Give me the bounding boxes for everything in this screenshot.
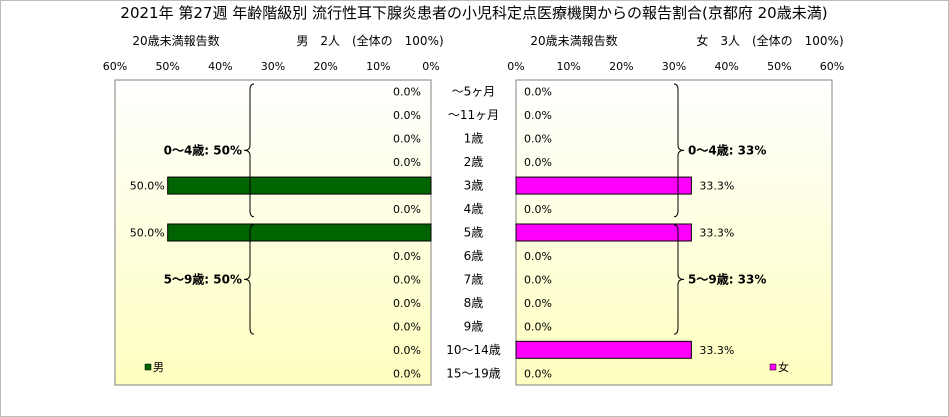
category-label: 8歳 <box>464 296 484 310</box>
x-tick-left: 30% <box>261 60 285 73</box>
value-label-male: 0.0% <box>393 297 421 310</box>
bar-female <box>515 176 692 195</box>
x-tick-left: 60% <box>103 60 127 73</box>
age-group-label: 5～9歳: 50% <box>164 271 242 286</box>
value-label-female: 0.0% <box>524 297 552 310</box>
age-group-brace <box>673 83 685 218</box>
male-total-label: 男 2人 (全体の 100%) <box>296 33 443 48</box>
value-label-female: 33.3% <box>699 180 734 193</box>
age-group-label: 0～4歳: 50% <box>164 142 242 157</box>
value-label-male: 0.0% <box>393 320 421 333</box>
value-label-male: 0.0% <box>393 203 421 216</box>
value-label-male: 0.0% <box>393 109 421 122</box>
value-label-male: 0.0% <box>393 86 421 99</box>
category-label: ～11ヶ月 <box>448 108 499 122</box>
x-tick-left: 10% <box>366 60 390 73</box>
x-tick-left: 20% <box>313 60 337 73</box>
x-tick-right: 0% <box>507 60 524 73</box>
category-label: 1歳 <box>464 132 484 146</box>
category-label: ～5ヶ月 <box>452 85 496 99</box>
legend-swatch-female <box>769 363 777 371</box>
value-label-male: 0.0% <box>393 133 421 146</box>
x-tick-right: 20% <box>609 60 633 73</box>
value-label-female: 0.0% <box>524 273 552 286</box>
category-label: 5歳 <box>464 226 484 240</box>
x-tick-left: 0% <box>422 60 439 73</box>
legend-label-female: 女 <box>778 360 789 374</box>
value-label-male: 50.0% <box>130 180 165 193</box>
x-tick-right: 60% <box>820 60 844 73</box>
category-label: 4歳 <box>464 202 484 216</box>
category-label: 15～19歳 <box>446 366 501 380</box>
value-label-female: 0.0% <box>524 250 552 263</box>
female-axis-label: 20歳未満報告数 <box>530 33 617 48</box>
age-group-brace <box>673 224 685 335</box>
legend-swatch-male <box>144 363 152 371</box>
bar-female <box>515 223 692 242</box>
legend-label-male: 男 <box>153 361 164 374</box>
value-label-male: 0.0% <box>393 250 421 263</box>
x-tick-right: 50% <box>767 60 791 73</box>
x-tick-right: 30% <box>662 60 686 73</box>
bar-female <box>515 340 692 359</box>
value-label-female: 0.0% <box>524 367 552 380</box>
male-axis-label: 20歳未満報告数 <box>132 33 219 48</box>
age-group-label: 5～9歳: 33% <box>688 271 766 286</box>
value-label-female: 0.0% <box>524 109 552 122</box>
chart-title: 2021年 第27週 年齢階級別 流行性耳下腺炎患者の小児科定点医療機関からの報… <box>120 4 827 22</box>
female-total-label: 女 3人 (全体の 100%) <box>696 33 843 48</box>
category-label: 9歳 <box>464 319 484 333</box>
age-group-brace <box>243 224 255 335</box>
age-group-label: 0～4歳: 33% <box>688 142 766 157</box>
bar-male <box>167 223 432 242</box>
bar-male <box>167 176 432 195</box>
category-label: 6歳 <box>464 249 484 263</box>
category-label: 10～14歳 <box>446 343 501 357</box>
category-label: 3歳 <box>464 179 484 193</box>
value-label-female: 33.3% <box>699 227 734 240</box>
value-label-female: 0.0% <box>524 203 552 216</box>
value-label-female: 0.0% <box>524 156 552 169</box>
x-tick-right: 40% <box>714 60 738 73</box>
value-label-male: 0.0% <box>393 367 421 380</box>
value-label-male: 0.0% <box>393 156 421 169</box>
category-label: 7歳 <box>464 272 484 286</box>
value-label-male: 0.0% <box>393 344 421 357</box>
category-label: 2歳 <box>464 155 484 169</box>
x-tick-right: 10% <box>556 60 580 73</box>
value-label-female: 33.3% <box>699 344 734 357</box>
value-label-female: 0.0% <box>524 320 552 333</box>
value-label-female: 0.0% <box>524 86 552 99</box>
value-label-male: 50.0% <box>130 227 165 240</box>
age-group-brace <box>243 83 255 218</box>
x-tick-left: 50% <box>155 60 179 73</box>
value-label-male: 0.0% <box>393 273 421 286</box>
x-tick-left: 40% <box>208 60 232 73</box>
value-label-female: 0.0% <box>524 133 552 146</box>
